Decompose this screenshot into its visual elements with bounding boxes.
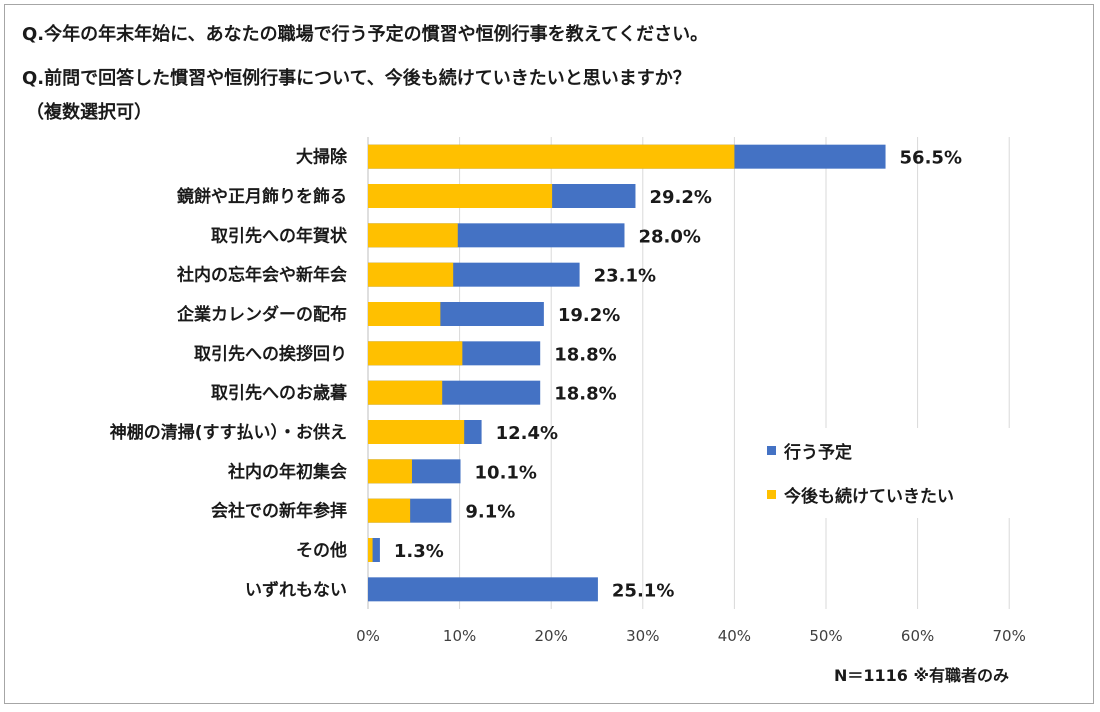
category-label: いずれもない <box>245 580 347 600</box>
x-tick-label: 0% <box>356 627 380 645</box>
legend-label-planned: 行う予定 <box>784 443 852 463</box>
category-label: 取引先への年賀状 <box>211 225 348 246</box>
bar-continue <box>368 538 373 562</box>
data-label: 19.2% <box>558 305 620 326</box>
category-label: 企業カレンダーの配布 <box>176 304 347 325</box>
chart-frame <box>4 4 1094 704</box>
legend-swatch-continue <box>767 490 776 499</box>
bar-continue <box>368 341 463 366</box>
x-tick-label: 50% <box>809 627 842 645</box>
bars <box>368 144 886 602</box>
bar-continue <box>368 223 458 248</box>
legend: 行う予定 今後も続けていきたい <box>745 428 1011 518</box>
data-label: 1.3% <box>394 541 444 562</box>
bar-continue <box>368 459 412 484</box>
bar-continue <box>368 380 443 405</box>
category-label: 社内の忘年会や新年会 <box>176 265 347 286</box>
legend-item-planned: 行う予定 <box>767 438 852 463</box>
data-label: 28.0% <box>638 226 700 247</box>
data-label: 56.5% <box>900 148 962 169</box>
question-note: （複数選択可） <box>26 102 152 123</box>
bar-planned <box>368 577 598 602</box>
legend-item-continue: 今後も続けていきたい <box>767 482 954 507</box>
data-label: 29.2% <box>649 187 711 208</box>
x-tick-label: 60% <box>901 627 934 645</box>
category-label: 社内の年初集会 <box>227 461 347 482</box>
data-label: 12.4% <box>496 423 558 444</box>
category-label: 鏡餅や正月飾りを飾る <box>177 186 347 207</box>
data-label: 18.8% <box>554 344 616 365</box>
data-label: 9.1% <box>465 502 515 523</box>
bar-continue <box>368 420 465 444</box>
bar-continue <box>368 184 553 208</box>
x-tick-label: 20% <box>535 627 568 645</box>
legend-label-continue: 今後も続けていきたい <box>784 487 954 507</box>
bar-continue <box>368 498 411 523</box>
category-label: 大掃除 <box>296 147 348 168</box>
question-title-2: Q.前問で回答した慣習や恒例行事について、今後も続けていきたいと思いますか？ <box>22 68 691 89</box>
data-label: 23.1% <box>594 266 656 287</box>
x-tick-label: 70% <box>993 627 1026 645</box>
gridlines <box>367 137 1010 609</box>
footnote: N＝1116 ※有職者のみ <box>834 666 1010 685</box>
data-label: 10.1% <box>475 462 537 483</box>
category-label: 会社での新年参拝 <box>211 501 347 522</box>
bar-continue <box>368 144 735 169</box>
category-label: その他 <box>296 540 347 561</box>
x-tick-label: 40% <box>718 627 751 645</box>
bar-continue <box>368 302 441 326</box>
bar-continue <box>368 262 454 287</box>
labels: 0% 10% 20% 30% 40% 50% 60% 70% 大掃除 56.5% 鏡餅や正月飾りを飾… <box>110 147 1026 645</box>
category-label: 取引先へのお歳暮 <box>211 383 348 404</box>
bar-planned <box>368 538 380 562</box>
question-title-1: Q.今年の年末年始に、あなたの職場で行う予定の慣習や恒例行事を教えてください。 <box>22 24 709 45</box>
x-tick-label: 10% <box>443 627 476 645</box>
category-label: 取引先への挨拶回り <box>194 343 347 364</box>
data-label: 25.1% <box>612 580 674 601</box>
data-label: 18.8% <box>554 384 616 405</box>
category-label: 神棚の清掃(すす払い）・お供え <box>110 422 347 443</box>
legend-swatch-planned <box>767 446 776 455</box>
x-tick-label: 30% <box>626 627 659 645</box>
